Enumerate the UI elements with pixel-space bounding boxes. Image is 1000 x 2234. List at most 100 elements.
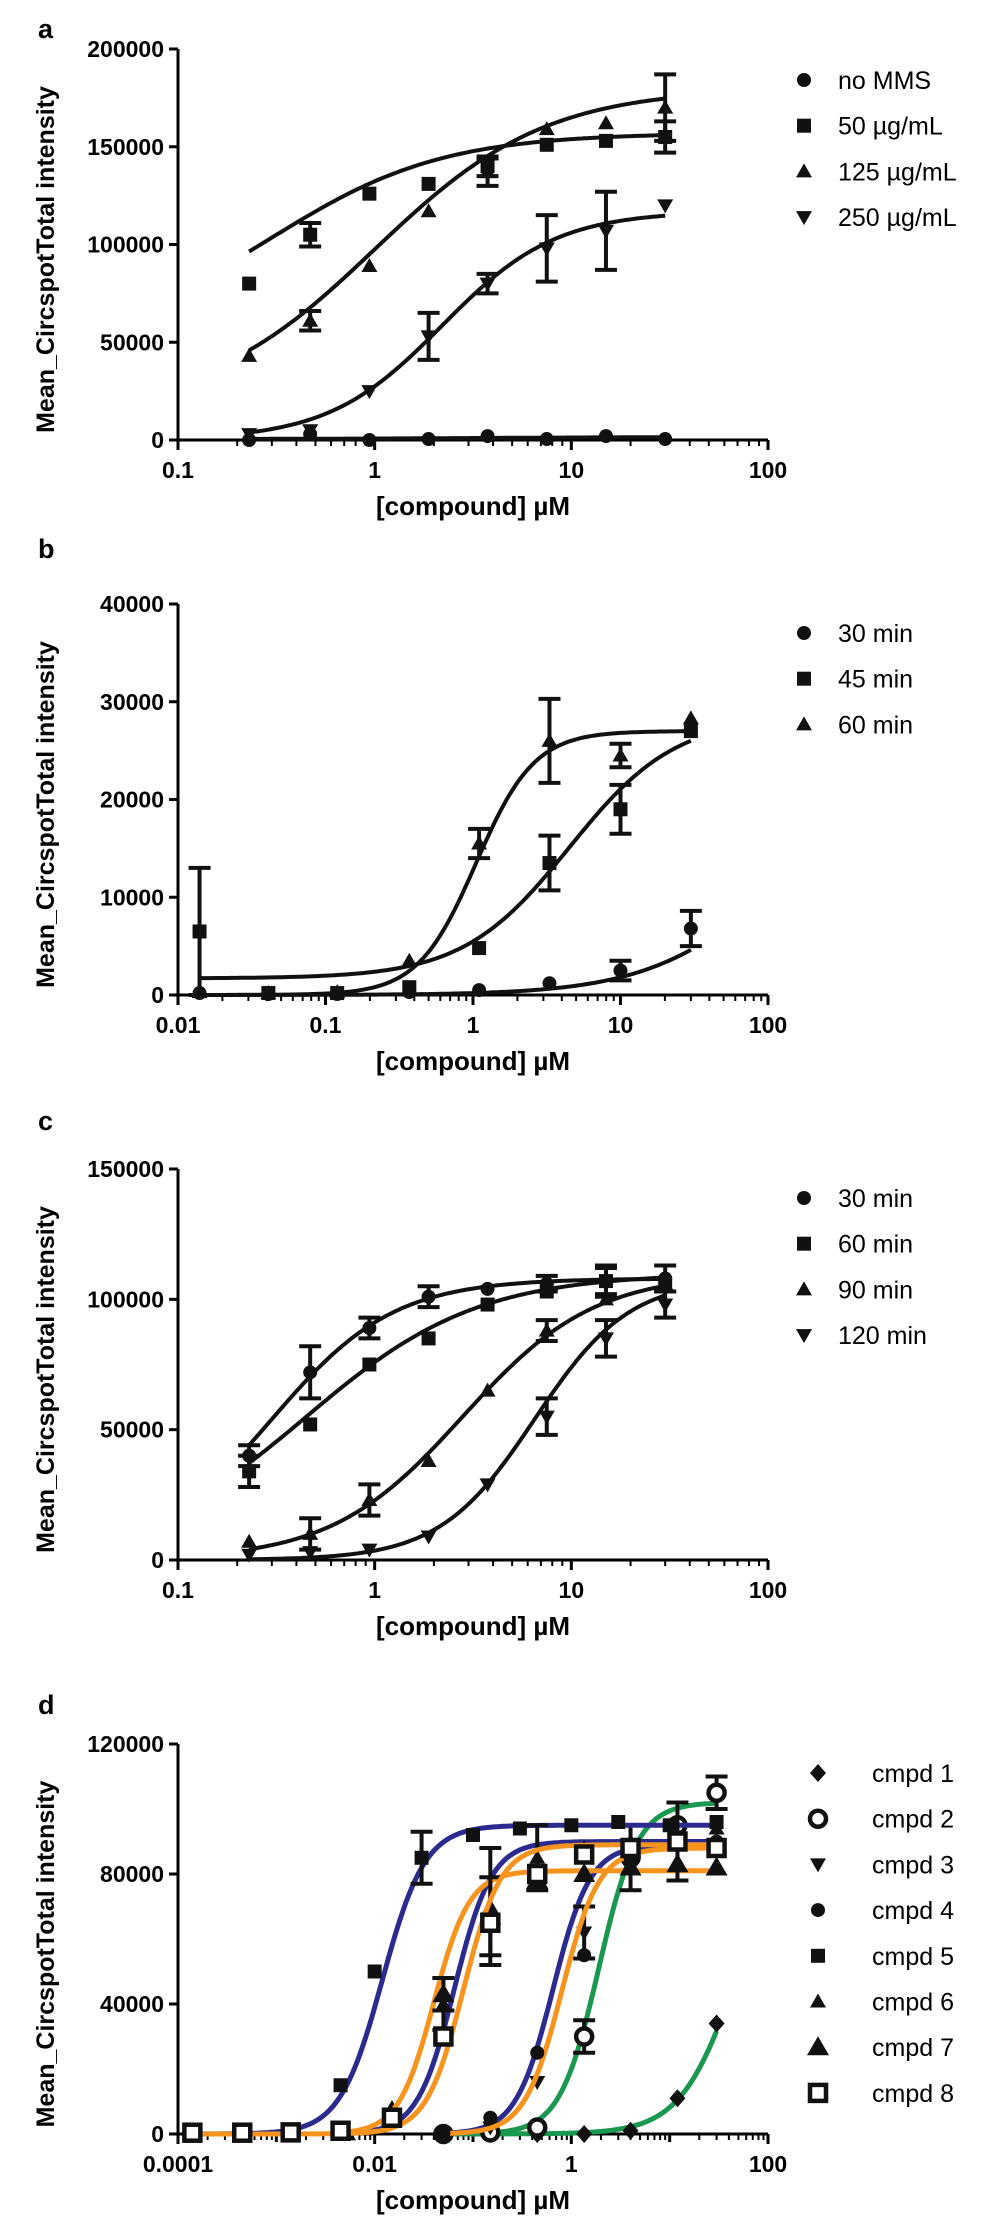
data-point	[302, 312, 319, 327]
series-cmpd-7	[334, 1853, 728, 2141]
y-axis-title: Mean_CircspotTotal intensity	[32, 86, 60, 433]
x-axis-title: [compound] µM	[376, 1611, 570, 1641]
x-tick-label: 0.1	[162, 1577, 194, 1603]
data-point	[598, 429, 613, 444]
data-point	[538, 242, 555, 257]
data-point	[303, 227, 318, 242]
data-point	[706, 1837, 727, 1859]
fit-curve	[199, 729, 691, 997]
series-250-g-ml	[241, 189, 674, 443]
data-point	[421, 1289, 436, 1304]
data-point	[471, 835, 488, 850]
series-45-min	[188, 724, 698, 1001]
data-point	[480, 1912, 501, 1933]
legend-label: 120 min	[838, 1322, 927, 1350]
data-point	[539, 432, 554, 447]
data-point	[577, 1948, 592, 1963]
x-tick-label: 10	[608, 1012, 634, 1038]
legend-label: 60 min	[838, 1231, 913, 1259]
x-tick-label: 0.0001	[143, 2151, 214, 2177]
y-tick-label: 100000	[87, 232, 164, 258]
data-point	[483, 2110, 498, 2125]
data-point	[667, 1831, 688, 1852]
x-tick-label: 10	[559, 457, 585, 483]
legend-marker	[797, 1191, 811, 1205]
series-cmpd-5	[185, 1815, 724, 2141]
data-point	[420, 1452, 437, 1467]
y-tick-label: 0	[151, 1547, 164, 1573]
fit-curve	[247, 1275, 666, 1465]
y-tick-label: 120000	[87, 1731, 164, 1757]
panel-letter: d	[38, 1690, 55, 1720]
legend-marker	[811, 1903, 825, 1918]
data-point	[302, 1525, 319, 1540]
x-tick-label: 100	[749, 2151, 787, 2177]
legend-marker	[796, 163, 812, 178]
panel-letter: b	[38, 534, 55, 564]
data-point	[361, 385, 378, 400]
data-point	[241, 1533, 258, 1548]
y-tick-label: 150000	[87, 134, 164, 160]
legend-marker	[797, 73, 811, 87]
data-point	[433, 2026, 454, 2047]
y-tick-label: 150000	[87, 1156, 164, 1182]
data-point	[182, 2122, 203, 2143]
data-point	[706, 1782, 727, 1803]
x-tick-label: 0.01	[352, 2151, 397, 2177]
data-point	[402, 980, 417, 995]
legend-marker	[810, 1858, 826, 1873]
data-point	[241, 347, 258, 362]
data-point	[466, 1828, 480, 1842]
data-point	[472, 941, 487, 956]
data-point	[479, 164, 496, 179]
data-point	[542, 856, 557, 871]
data-point	[362, 433, 377, 447]
data-point	[564, 1818, 579, 1833]
data-point	[597, 224, 614, 239]
data-point	[362, 1357, 377, 1372]
data-point	[708, 2014, 725, 2033]
legend-label: 125 µg/mL	[838, 158, 957, 186]
data-point	[241, 1548, 258, 1563]
data-point	[414, 1850, 429, 1865]
data-point	[231, 2122, 253, 2143]
data-point	[242, 1464, 257, 1479]
fit-curve	[344, 1839, 717, 2136]
fit-curve	[199, 738, 692, 981]
legend-marker	[797, 626, 811, 640]
data-point	[479, 1478, 496, 1493]
data-point	[597, 1291, 614, 1306]
data-point	[512, 1821, 527, 1836]
data-point	[662, 1818, 677, 1833]
y-axis-title: Mean_CircspotTotal intensity	[32, 641, 60, 988]
data-point	[362, 1321, 377, 1336]
data-point	[669, 2089, 686, 2108]
fit-curve	[248, 1283, 666, 1552]
x-tick-label: 1	[368, 1577, 381, 1603]
legend-label: cmpd 7	[872, 2034, 954, 2062]
data-point	[361, 1543, 378, 1558]
fit-curve	[248, 133, 666, 254]
x-tick-label: 0.1	[162, 457, 194, 483]
legend-label: cmpd 5	[872, 1943, 954, 1971]
series-60-min	[238, 1263, 673, 1490]
data-point	[597, 115, 614, 130]
x-axis-title: [compound] µM	[376, 2185, 570, 2215]
legend-marker	[810, 1993, 826, 2008]
y-tick-label: 80000	[100, 1861, 164, 1887]
data-point	[420, 330, 437, 345]
data-point	[597, 1332, 614, 1347]
legend-label: no MMS	[838, 67, 931, 95]
series-50-g-ml	[242, 119, 677, 291]
y-tick-label: 0	[151, 982, 164, 1008]
data-point	[529, 1849, 546, 1864]
panel-letter: c	[38, 1106, 53, 1136]
legend-marker	[811, 1948, 825, 1963]
data-point	[381, 2107, 403, 2128]
legend-label: cmpd 2	[872, 1806, 954, 1834]
data-point	[421, 432, 436, 447]
fit-curve	[249, 1293, 666, 1562]
data-point	[303, 1417, 318, 1432]
y-tick-label: 40000	[100, 1991, 164, 2017]
data-point	[530, 2045, 545, 2060]
